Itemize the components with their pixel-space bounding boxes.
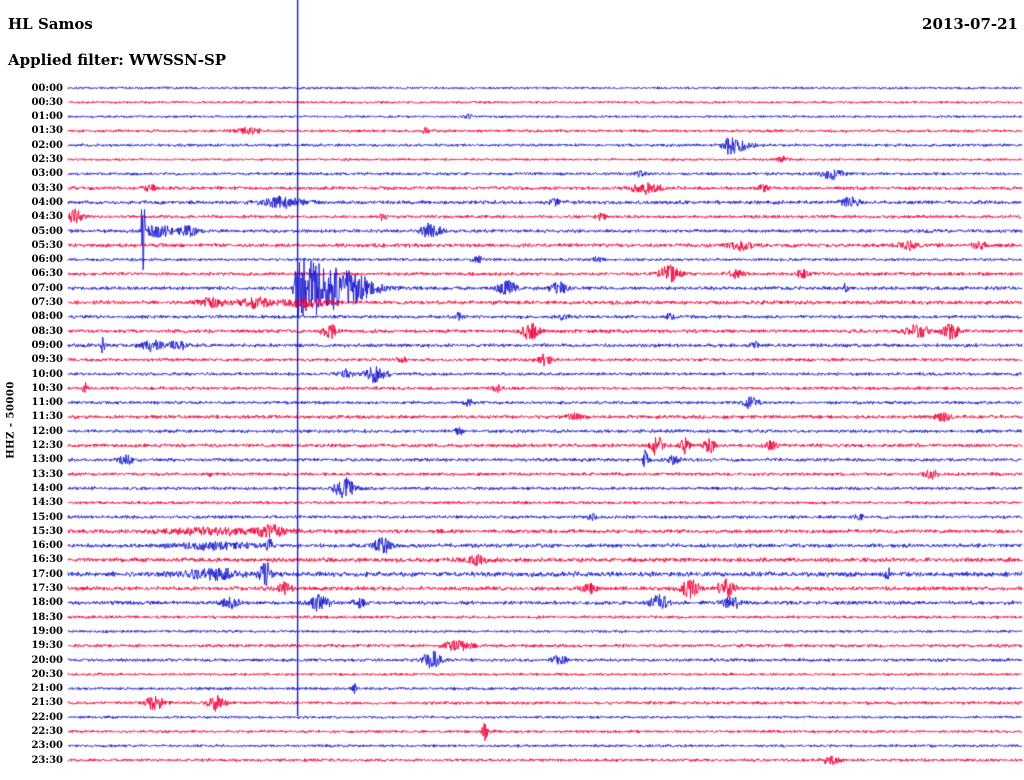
time-label: 03:00 [31, 168, 63, 180]
time-label: 11:00 [31, 397, 63, 409]
time-label: 15:30 [31, 525, 63, 537]
time-label: 08:30 [31, 325, 63, 337]
time-label: 19:00 [31, 625, 63, 637]
time-label: 12:00 [31, 425, 63, 437]
time-label: 06:00 [31, 254, 63, 266]
time-label: 05:00 [31, 225, 63, 237]
time-label: 01:30 [31, 125, 63, 137]
time-label: 20:00 [31, 654, 63, 666]
time-label: 19:30 [31, 640, 63, 652]
time-label: 16:00 [31, 540, 63, 552]
time-label: 18:00 [31, 597, 63, 609]
time-label: 22:00 [31, 711, 63, 723]
time-label: 21:00 [31, 683, 63, 695]
time-label: 14:00 [31, 482, 63, 494]
time-label: 20:30 [31, 668, 63, 680]
time-label: 11:30 [31, 411, 63, 423]
time-label: 00:00 [31, 82, 63, 94]
time-label: 17:00 [31, 568, 63, 580]
time-label: 10:30 [31, 382, 63, 394]
time-label: 15:00 [31, 511, 63, 523]
time-label: 00:30 [31, 96, 63, 108]
date-label: 2013-07-21 [922, 15, 1018, 33]
time-label: 13:30 [31, 468, 63, 480]
time-label: 05:30 [31, 239, 63, 251]
time-label: 07:30 [31, 297, 63, 308]
time-label: 12:30 [31, 440, 63, 451]
time-label: 09:00 [31, 339, 63, 351]
time-label: 06:30 [31, 268, 63, 280]
station-label: HL Samos [8, 15, 93, 33]
time-label: 17:30 [31, 583, 63, 594]
time-label: 22:30 [31, 726, 63, 737]
time-label: 21:30 [31, 697, 63, 709]
time-label: 03:30 [31, 182, 63, 194]
time-label: 04:30 [31, 211, 63, 223]
time-label: 10:00 [31, 368, 63, 380]
time-label: 08:00 [31, 311, 63, 323]
time-label: 23:30 [31, 754, 63, 766]
filter-label: Applied filter: WWSSN-SP [8, 51, 227, 69]
time-label: 13:00 [31, 454, 63, 466]
time-label: 01:00 [31, 111, 63, 123]
time-label: 04:00 [31, 196, 63, 208]
time-labels-column: 00:00 00:30 01:00 01:30 02:00 02:30 03:00 03:30… [0, 0, 63, 780]
time-label: 07:00 [31, 282, 63, 294]
time-label: 23:00 [31, 740, 63, 752]
time-label: 18:30 [31, 611, 63, 623]
time-label: 09:30 [31, 354, 63, 366]
time-label: 02:00 [31, 139, 63, 151]
time-label: 16:30 [31, 554, 63, 566]
time-label: 14:30 [31, 497, 63, 509]
time-label: 02:30 [31, 154, 63, 165]
